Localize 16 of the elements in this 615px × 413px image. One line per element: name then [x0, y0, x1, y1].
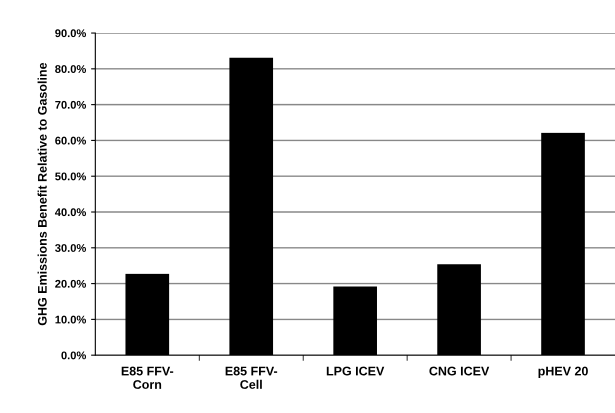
y-tick-label: 20.0% — [55, 280, 86, 288]
x-tick-label: E85 FFV- Cell — [226, 366, 278, 389]
y-axis-title: GHG Emissions Benefit Relative to Gasoline — [38, 62, 47, 326]
y-tick-label: 60.0% — [55, 136, 86, 145]
x-tick-label: LPG ICEV — [326, 366, 384, 376]
y-tick-label: 80.0% — [55, 65, 86, 73]
x-tick-label: CNG ICEV — [429, 366, 490, 376]
y-tick-label: 30.0% — [55, 244, 86, 252]
x-tick-label: pHEV 20 — [538, 366, 588, 378]
y-tick-label: 70.0% — [55, 100, 86, 109]
y-tick-label: 90.0% — [55, 29, 86, 38]
y-tick-label: 0.0% — [61, 351, 86, 360]
y-tick-label: 50.0% — [55, 172, 86, 180]
y-tick-label: 10.0% — [55, 316, 86, 324]
x-tick-label: E85 FFV- Corn — [122, 366, 174, 389]
y-tick-label: 40.0% — [54, 208, 86, 216]
